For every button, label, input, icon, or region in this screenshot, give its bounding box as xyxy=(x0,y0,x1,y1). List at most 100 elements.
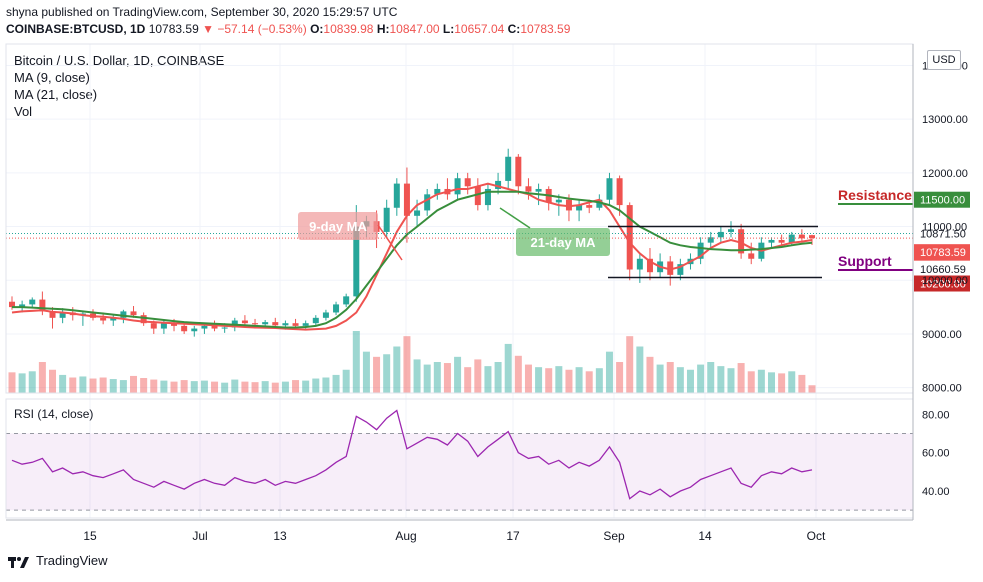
candle-body xyxy=(717,231,724,238)
time-tick-label: 13 xyxy=(273,529,287,543)
volume-bar xyxy=(524,364,532,393)
volume-bar xyxy=(69,377,77,393)
volume-bar xyxy=(585,371,593,393)
candle-body xyxy=(616,178,623,206)
volume-bar xyxy=(322,377,330,393)
candle-body xyxy=(535,188,542,192)
volume-bar xyxy=(747,371,755,393)
candle-body xyxy=(312,317,319,324)
volume-bar xyxy=(656,364,664,393)
volume-bar xyxy=(119,380,127,393)
volume-bar xyxy=(433,362,441,393)
candle-body xyxy=(171,323,178,326)
volume-bar xyxy=(808,385,816,393)
volume-bar xyxy=(707,362,715,393)
candle-body xyxy=(474,186,481,206)
time-tick-label: Sep xyxy=(603,529,625,543)
price-tick-label: 8000.00 xyxy=(922,383,962,395)
candle-body xyxy=(282,323,289,326)
ohlc-line: COINBASE:BTCUSD, 1D 10783.59 ▼ −57.14 (−… xyxy=(6,22,571,36)
candle-body xyxy=(495,180,502,189)
volume-bar xyxy=(666,362,674,393)
price-tag-10200: 10200.00 xyxy=(920,279,966,291)
price-tick-label: 11000.00 xyxy=(922,222,967,234)
last-price: 10783.59 xyxy=(148,22,199,36)
volume-bar xyxy=(180,380,188,393)
currency-button[interactable]: USD xyxy=(927,50,961,70)
ma21-pointer xyxy=(499,207,531,229)
volume-bar xyxy=(757,369,765,393)
volume-bar xyxy=(575,367,583,393)
volume-bar xyxy=(241,381,249,393)
price-tag-low: 10660.59 xyxy=(920,264,966,276)
legend-title: Bitcoin / U.S. Dollar, 1D, COINBASE xyxy=(14,53,225,68)
volume-bar xyxy=(555,366,563,393)
candle-body xyxy=(383,207,390,232)
symbol-label: COINBASE:BTCUSD, 1D xyxy=(6,22,146,36)
rsi-line xyxy=(11,409,813,500)
volume-bar xyxy=(798,374,806,393)
legend-ma21: MA (21, close) xyxy=(14,87,98,102)
candle-body xyxy=(454,178,461,195)
time-tick-label: Oct xyxy=(807,529,826,543)
price-tag-low-bg xyxy=(914,260,970,277)
volume-bar xyxy=(332,374,340,393)
volume-bar xyxy=(443,363,451,393)
volume-bar xyxy=(727,368,735,393)
candle-body xyxy=(353,226,360,297)
volume-bar xyxy=(8,372,16,393)
candle-body xyxy=(424,194,431,211)
volume-bar xyxy=(170,381,178,393)
candle-body xyxy=(798,234,805,239)
candle-body xyxy=(403,183,410,216)
price-tag-11500: 11500.00 xyxy=(920,195,965,207)
candles xyxy=(9,148,815,337)
candle-body xyxy=(130,311,137,316)
volume-bar xyxy=(474,359,482,393)
price-pane-frame xyxy=(5,43,914,394)
volume-bar xyxy=(514,355,522,393)
volume-bar xyxy=(646,356,654,393)
volume-bar xyxy=(211,381,219,393)
tradingview-logo-icon xyxy=(8,556,29,568)
candle-body xyxy=(667,261,674,275)
volume-bar xyxy=(59,374,67,393)
candle-body xyxy=(150,323,157,329)
candle-body xyxy=(677,264,684,275)
ma9-pointer xyxy=(377,224,403,261)
volume-bar xyxy=(686,369,694,393)
volume-bar xyxy=(130,375,138,393)
rsi-tick-label: 80.00 xyxy=(922,409,950,421)
candle-body xyxy=(49,311,56,318)
volume-bar xyxy=(49,369,57,393)
volume-bar xyxy=(616,362,624,393)
volume-bar xyxy=(89,378,97,393)
candle-body xyxy=(809,235,815,239)
candle-body xyxy=(302,323,309,326)
candle-body xyxy=(738,229,745,254)
time-tick-label: 14 xyxy=(698,529,712,543)
ma9-callout-bg xyxy=(298,212,378,240)
volume-bars xyxy=(8,331,816,393)
volume-bar xyxy=(342,369,350,393)
volume-bar xyxy=(605,351,613,393)
candle-body xyxy=(211,325,218,329)
candle-body xyxy=(272,322,279,326)
candle-body xyxy=(39,299,46,312)
volume-bar xyxy=(403,336,411,393)
volume-bar xyxy=(504,343,512,393)
price-tag-10200-bg xyxy=(914,275,970,292)
price-tag-last-bg xyxy=(914,244,970,261)
volume-bar xyxy=(302,380,310,393)
candle-body xyxy=(110,317,117,321)
candle-body xyxy=(626,205,633,270)
candle-body xyxy=(515,156,522,187)
candle-body xyxy=(768,239,775,243)
ma9-callout: 9-day MA xyxy=(309,219,367,234)
down-arrow-icon: ▼ xyxy=(202,22,214,36)
volume-bar xyxy=(778,373,786,393)
rsi-band xyxy=(6,433,913,511)
volume-bar xyxy=(676,367,684,393)
volume-bar xyxy=(454,356,462,393)
